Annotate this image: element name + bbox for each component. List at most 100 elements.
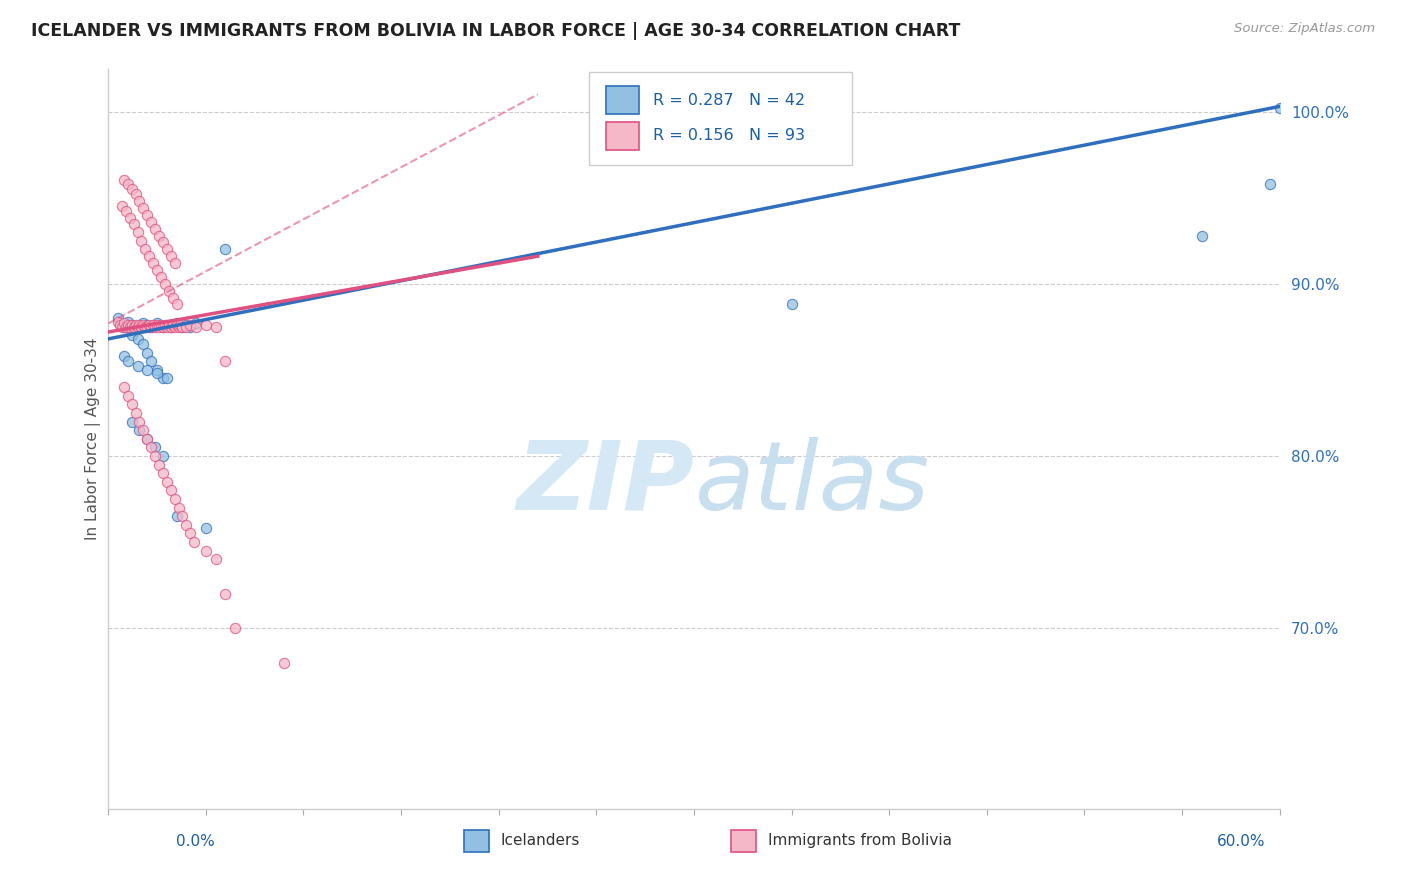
Point [132,337,155,351]
Point [194,543,217,558]
Point [172,509,194,524]
Point [156,475,179,489]
Point [127,225,149,239]
Point [136,432,159,446]
Point [273,656,295,670]
Point [132,423,155,437]
Point [162,318,184,332]
Point [121,415,143,429]
Point [128,415,150,429]
Point [117,177,139,191]
Point [142,318,165,332]
Point [107,315,129,329]
Point [159,319,181,334]
Point [214,354,236,368]
Point [142,256,165,270]
Point [143,441,166,455]
Point [112,349,135,363]
Point [136,363,159,377]
Point [114,204,136,219]
Point [112,173,135,187]
Point [121,397,143,411]
Point [121,182,143,196]
Point [117,318,139,332]
Point [112,380,135,394]
Point [136,345,159,359]
Point [159,249,181,263]
Point [153,277,176,291]
Point [127,359,149,374]
Point [184,317,207,331]
Point [156,318,179,332]
Point [127,319,149,334]
Point [179,318,201,332]
Point [146,318,169,332]
Point [156,371,179,385]
Point [146,367,169,381]
Point [146,263,169,277]
Point [152,466,174,480]
Point [179,319,201,334]
Point [122,217,145,231]
Point [111,199,134,213]
Point [121,328,143,343]
Point [128,423,150,437]
Point [1258,177,1281,191]
Point [124,187,146,202]
Point [159,319,181,334]
Point [167,319,190,334]
Point [152,235,174,250]
Point [149,318,172,332]
Point [134,319,156,334]
Point [121,318,143,332]
Point [131,319,153,334]
Point [152,449,174,463]
Point [131,234,153,248]
Point [138,318,160,332]
Point [107,311,129,326]
Point [111,319,134,334]
Point [132,318,155,332]
Point [112,319,135,334]
Point [166,509,188,524]
Text: Icelanders: Icelanders [501,833,579,848]
Point [172,319,194,334]
Point [136,208,159,222]
Point [148,228,170,243]
Point [118,211,141,226]
Point [152,319,174,334]
Point [141,215,163,229]
Text: 60.0%: 60.0% [1218,834,1265,849]
Point [136,432,159,446]
Point [1191,228,1213,243]
Point [127,319,149,334]
Point [780,297,803,311]
FancyBboxPatch shape [589,72,852,165]
Point [141,441,163,455]
Point [146,363,169,377]
Point [112,317,135,331]
Point [159,483,181,498]
Point [152,319,174,334]
Point [163,319,186,334]
Point [204,319,226,334]
Point [172,319,194,334]
Point [176,319,198,334]
Point [214,587,236,601]
Point [166,318,188,332]
Point [141,319,163,334]
Point [162,291,184,305]
Point [163,491,186,506]
Point [117,389,139,403]
Text: atlas: atlas [695,437,929,530]
Point [143,221,166,235]
Text: R = 0.156   N = 93: R = 0.156 N = 93 [652,128,806,144]
Y-axis label: In Labor Force | Age 30-34: In Labor Force | Age 30-34 [86,337,101,540]
Point [136,318,159,332]
Point [166,317,188,331]
Point [157,284,180,298]
Text: R = 0.287   N = 42: R = 0.287 N = 42 [652,93,806,108]
Point [166,297,188,311]
Point [136,319,159,334]
Point [114,319,136,334]
